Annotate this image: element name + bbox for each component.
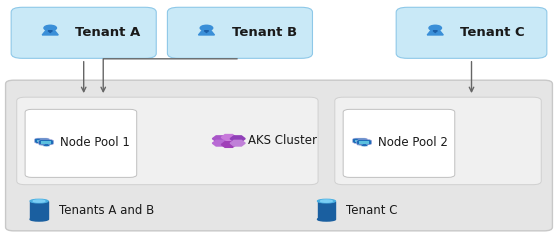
FancyBboxPatch shape bbox=[11, 7, 156, 58]
Text: Tenants A and B: Tenants A and B bbox=[59, 204, 154, 217]
Bar bbox=[363, 144, 365, 145]
FancyBboxPatch shape bbox=[343, 109, 455, 177]
FancyBboxPatch shape bbox=[167, 7, 312, 58]
Polygon shape bbox=[199, 31, 214, 35]
Ellipse shape bbox=[30, 217, 48, 221]
FancyBboxPatch shape bbox=[355, 139, 365, 142]
FancyBboxPatch shape bbox=[41, 141, 51, 144]
Bar bbox=[41, 143, 43, 144]
Bar bbox=[30, 201, 48, 219]
Bar bbox=[39, 143, 45, 144]
Polygon shape bbox=[222, 135, 236, 140]
Ellipse shape bbox=[33, 200, 45, 202]
Text: AKS Cluster: AKS Cluster bbox=[248, 134, 318, 148]
Text: Tenant A: Tenant A bbox=[75, 26, 141, 39]
FancyBboxPatch shape bbox=[353, 138, 368, 143]
FancyBboxPatch shape bbox=[35, 138, 50, 143]
Text: Node Pool 2: Node Pool 2 bbox=[378, 136, 448, 149]
Polygon shape bbox=[433, 31, 437, 32]
Text: Tenant B: Tenant B bbox=[232, 26, 297, 39]
FancyBboxPatch shape bbox=[37, 139, 47, 142]
Bar bbox=[359, 143, 361, 144]
Text: Tenant C: Tenant C bbox=[346, 204, 397, 217]
Ellipse shape bbox=[318, 217, 335, 221]
Polygon shape bbox=[48, 31, 52, 32]
Text: Tenant C: Tenant C bbox=[460, 26, 525, 39]
FancyBboxPatch shape bbox=[39, 140, 54, 145]
FancyBboxPatch shape bbox=[25, 109, 137, 177]
Polygon shape bbox=[204, 31, 209, 32]
FancyBboxPatch shape bbox=[335, 97, 541, 185]
Bar bbox=[45, 144, 47, 145]
Polygon shape bbox=[230, 136, 245, 141]
Polygon shape bbox=[213, 140, 227, 146]
FancyBboxPatch shape bbox=[357, 140, 372, 145]
Bar bbox=[318, 201, 335, 219]
Circle shape bbox=[44, 25, 56, 31]
Ellipse shape bbox=[321, 200, 332, 202]
Ellipse shape bbox=[318, 199, 335, 203]
FancyBboxPatch shape bbox=[396, 7, 547, 58]
FancyBboxPatch shape bbox=[6, 80, 552, 231]
Circle shape bbox=[200, 25, 213, 31]
Bar bbox=[357, 143, 363, 144]
Polygon shape bbox=[230, 140, 245, 146]
Polygon shape bbox=[427, 31, 443, 35]
Polygon shape bbox=[42, 31, 58, 35]
FancyBboxPatch shape bbox=[359, 141, 369, 144]
Polygon shape bbox=[222, 142, 236, 147]
Text: Node Pool 1: Node Pool 1 bbox=[60, 136, 130, 149]
Circle shape bbox=[429, 25, 441, 31]
FancyBboxPatch shape bbox=[17, 97, 318, 185]
Polygon shape bbox=[213, 136, 227, 141]
Ellipse shape bbox=[30, 199, 48, 203]
